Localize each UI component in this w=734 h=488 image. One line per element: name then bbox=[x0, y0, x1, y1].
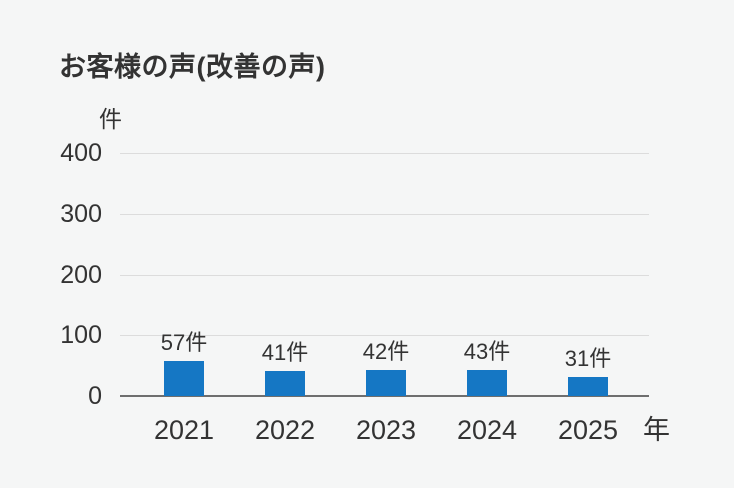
y-tick-label-0: 0 bbox=[88, 382, 102, 410]
gridline-400 bbox=[120, 153, 649, 154]
bar-2021 bbox=[164, 361, 204, 396]
bar-value-label-2023: 42件 bbox=[362, 339, 410, 364]
y-tick-label-100: 100 bbox=[60, 321, 102, 349]
bar-2024 bbox=[467, 370, 507, 396]
x-axis-unit-label: 年 bbox=[643, 415, 670, 445]
gridline-100 bbox=[120, 335, 649, 336]
bar-value-label-2025: 31件 bbox=[564, 346, 612, 371]
bar-2023 bbox=[366, 370, 406, 396]
x-tick-label-2025: 2025 bbox=[557, 415, 619, 445]
bar-2025 bbox=[568, 377, 608, 396]
x-tick-label-2022: 2022 bbox=[254, 415, 316, 445]
y-tick-label-200: 200 bbox=[60, 261, 102, 289]
bar-2022 bbox=[265, 371, 305, 396]
bar-value-label-2021: 57件 bbox=[160, 330, 208, 355]
gridline-300 bbox=[120, 214, 649, 215]
x-tick-label-2023: 2023 bbox=[355, 415, 417, 445]
x-tick-label-2021: 2021 bbox=[153, 415, 215, 445]
x-axis-line bbox=[120, 395, 649, 397]
gridline-200 bbox=[120, 275, 649, 276]
chart-title: お客様の声(改善の声) bbox=[59, 52, 326, 82]
bar-value-label-2024: 43件 bbox=[463, 339, 511, 364]
y-axis-unit-label: 件 bbox=[99, 106, 122, 132]
y-tick-label-400: 400 bbox=[60, 139, 102, 167]
x-tick-label-2024: 2024 bbox=[456, 415, 518, 445]
y-tick-label-300: 300 bbox=[60, 200, 102, 228]
bar-value-label-2022: 41件 bbox=[261, 340, 309, 365]
